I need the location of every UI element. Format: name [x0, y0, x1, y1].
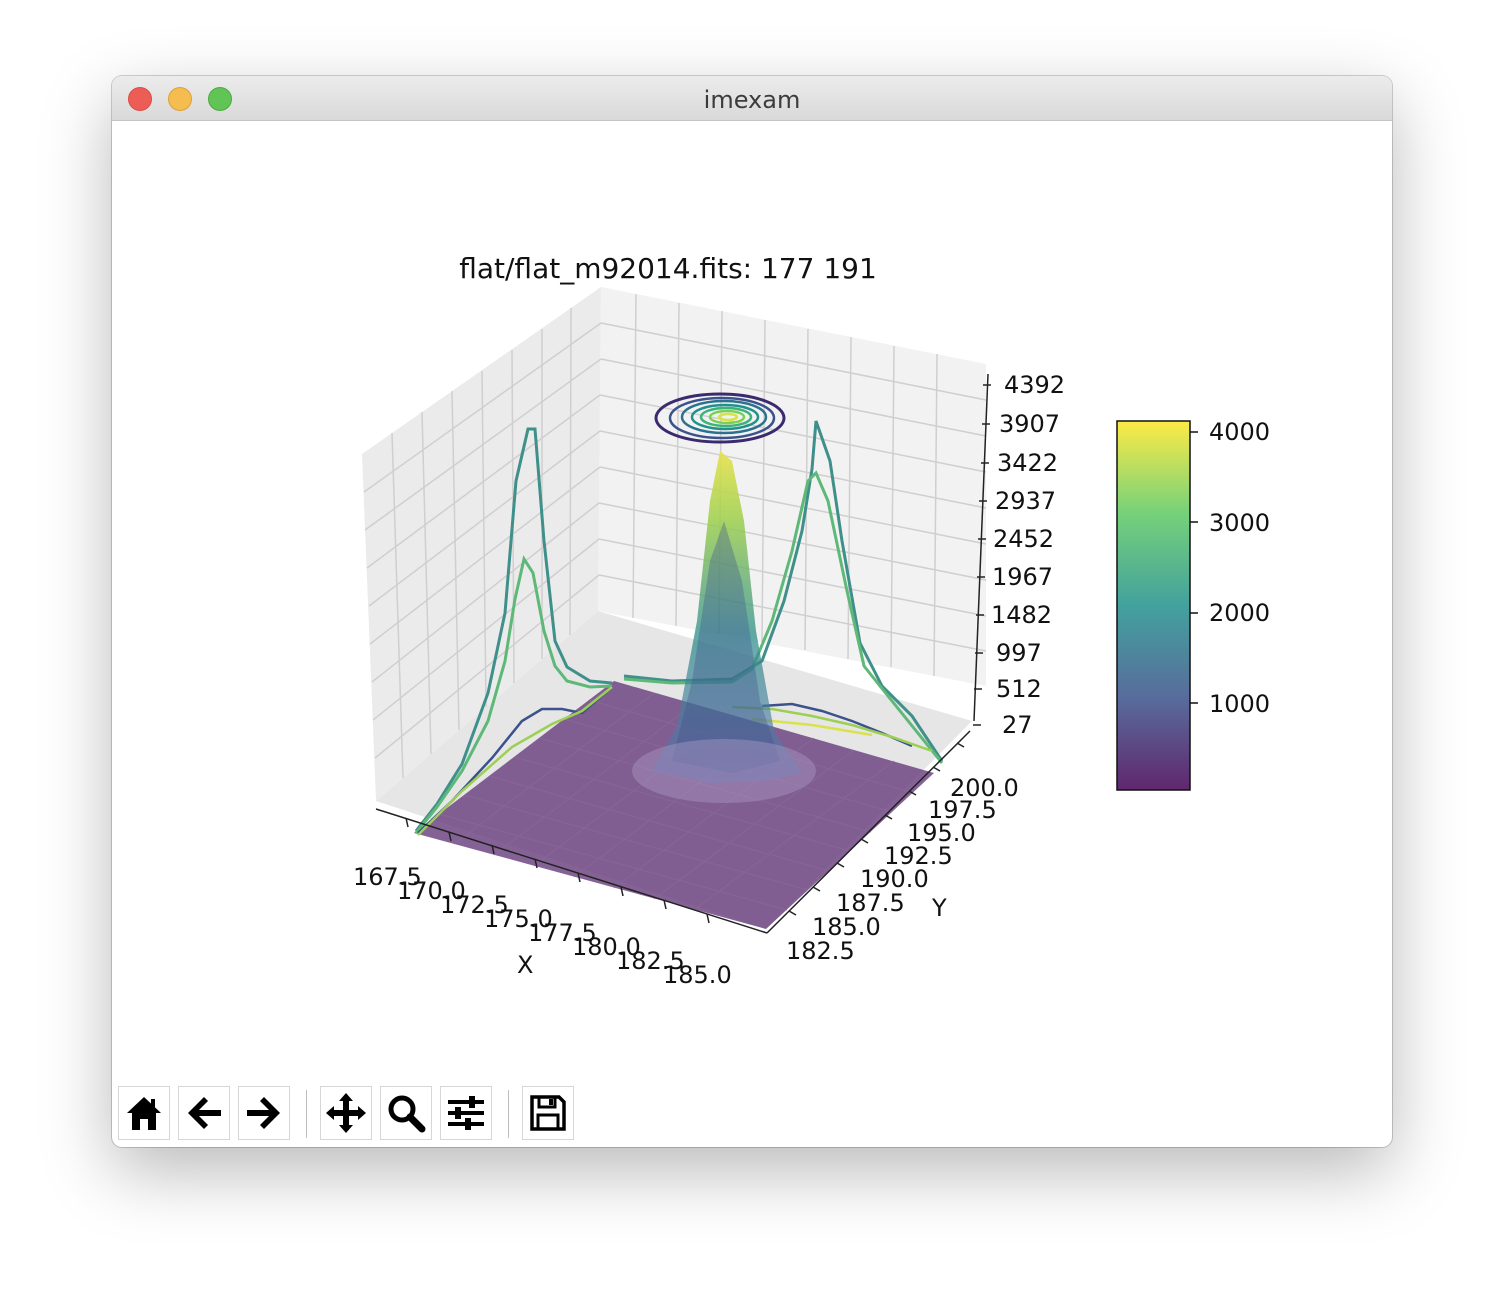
back-button[interactable]	[178, 1086, 230, 1140]
surface-floor	[414, 681, 934, 929]
z-tick-label: 3422	[997, 449, 1058, 477]
x-tick-label: 177.5	[528, 919, 597, 947]
x-tick-label: 182.5	[616, 947, 685, 975]
x-tick-label: 185.0	[663, 961, 732, 989]
minimize-window-button[interactable]	[168, 87, 192, 111]
x-tick-label: 167.5	[353, 863, 422, 891]
close-window-button[interactable]	[128, 87, 152, 111]
home-icon	[127, 1097, 161, 1130]
magnifier-icon	[388, 1095, 426, 1133]
plot-canvas[interactable]: flat/flat_m92014.fits: 177 191	[112, 121, 1392, 1081]
back-pane	[598, 287, 986, 686]
save-button[interactable]	[522, 1086, 574, 1140]
x-tick-label: 175.0	[484, 905, 553, 933]
z-tick-label: 2937	[995, 487, 1056, 515]
toolbar-separator	[306, 1090, 307, 1138]
z-tick-label: 1967	[992, 563, 1053, 591]
grid-lines	[363, 293, 987, 779]
window-title: imexam	[703, 86, 801, 114]
forward-button[interactable]	[238, 1086, 290, 1140]
home-button[interactable]	[118, 1086, 170, 1140]
y-tick-label: 185.0	[812, 913, 881, 941]
y-tick-label: 200.0	[950, 774, 1019, 802]
x-axis-ticks	[405, 817, 710, 924]
arrow-left-icon	[188, 1097, 221, 1129]
y-tick-label: 182.5	[786, 937, 855, 965]
chart-title: flat/flat_m92014.fits: 177 191	[459, 252, 877, 285]
colorbar-tick-label: 3000	[1209, 509, 1270, 537]
axis-lines	[375, 373, 989, 934]
z-tick-label: 2452	[993, 525, 1054, 553]
colorbar	[1116, 420, 1191, 791]
arrow-right-icon	[247, 1097, 280, 1129]
contour-projection	[654, 392, 786, 444]
x-tick-label: 172.5	[440, 891, 509, 919]
move-icon	[326, 1093, 366, 1133]
y-tick-label: 187.5	[836, 889, 905, 917]
sliders-icon	[448, 1096, 484, 1130]
x-profile-projection-1	[414, 427, 613, 832]
z-tick-label: 4392	[1004, 371, 1065, 399]
x-axis-label: X	[517, 951, 533, 979]
y-tick-label: 195.0	[907, 819, 976, 847]
colorbar-ticks	[1190, 431, 1198, 704]
z-axis-ticks	[973, 384, 991, 726]
surface-peak	[652, 451, 802, 783]
y-tick-label: 190.0	[860, 865, 929, 893]
colorbar-tick-label: 4000	[1209, 418, 1270, 446]
colorbar-tick-label: 1000	[1209, 690, 1270, 718]
zoom-window-button[interactable]	[208, 87, 232, 111]
surface-peak-shade	[672, 521, 780, 773]
y-tick-label: 192.5	[884, 842, 953, 870]
z-tick-label: 27	[1002, 711, 1033, 739]
z-tick-label: 997	[996, 639, 1042, 667]
title-bar: imexam	[112, 76, 1392, 121]
x-tick-label: 180.0	[572, 933, 641, 961]
zoom-button[interactable]	[380, 1086, 432, 1140]
toolbar-separator	[508, 1090, 509, 1138]
y-tick-label: 197.5	[928, 796, 997, 824]
configure-subplots-button[interactable]	[440, 1086, 492, 1140]
x-tick-label: 170.0	[397, 877, 466, 905]
app-window: imexam flat/flat_m92014.fits: 177 191	[112, 76, 1392, 1147]
y-axis-ticks	[788, 742, 965, 916]
x-profile-projection-2	[414, 555, 613, 834]
floppy-disk-icon	[530, 1095, 566, 1131]
y-axis-label: Y	[931, 894, 947, 922]
colorbar-tick-label: 2000	[1209, 599, 1270, 627]
z-tick-label: 512	[996, 675, 1042, 703]
x-profile-projection-4	[417, 686, 613, 836]
z-tick-label: 3907	[999, 410, 1060, 438]
surface-peak-base	[632, 739, 816, 803]
z-tick-label: 1482	[991, 601, 1052, 629]
pan-button[interactable]	[320, 1086, 372, 1140]
